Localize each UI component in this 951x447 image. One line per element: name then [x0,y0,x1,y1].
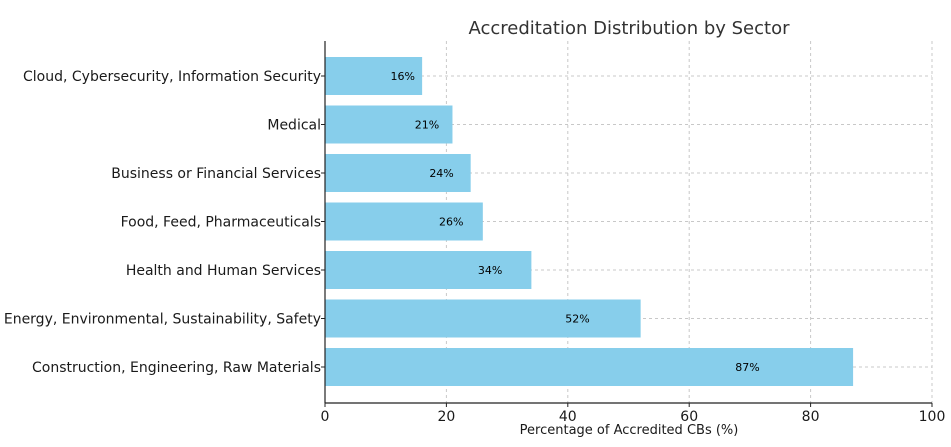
bar-0 [325,57,423,95]
category-label-5: Energy, Environmental, Sustainability, S… [4,312,321,328]
bar-5 [325,299,641,338]
x-tick-label-100: 100 [919,409,946,425]
data-label-2: 24% [429,167,453,180]
data-label-1: 21% [415,119,439,132]
data-label-6: 87% [735,361,759,374]
category-label-6: Construction, Engineering, Raw Materials [32,360,321,376]
bar-4 [325,251,532,289]
category-label-1: Medical [267,118,321,134]
bar-3 [325,202,483,241]
x-tick-label-40: 40 [559,409,577,425]
bar-2 [325,154,471,192]
chart-title: Accreditation Distribution by Sector [469,18,791,39]
bar-1 [325,105,453,144]
category-label-4: Health and Human Services [126,263,321,279]
x-tick-label-20: 20 [437,409,455,425]
category-label-0: Cloud, Cybersecurity, Information Securi… [23,69,321,85]
data-label-0: 16% [390,70,414,83]
data-label-4: 34% [478,264,502,277]
category-label-2: Business or Financial Services [111,166,321,182]
x-tick-label-80: 80 [802,409,820,425]
bars: 16% 21% 24% 26% 34% 52% 87% [325,57,854,386]
x-axis-label: Percentage of Accredited CBs (%) [520,423,739,438]
axes: Cloud, Cybersecurity, Information Securi… [4,41,946,425]
data-label-5: 52% [565,313,589,326]
x-tick-label-0: 0 [321,409,330,425]
x-tick-label-60: 60 [680,409,698,425]
bar-6 [325,348,854,386]
data-label-3: 26% [439,216,463,229]
category-label-3: Food, Feed, Pharmaceuticals [121,215,321,231]
grid-lines [324,41,933,403]
